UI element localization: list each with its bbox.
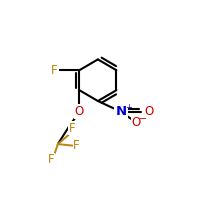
Text: O: O <box>144 105 153 118</box>
Text: F: F <box>51 64 58 77</box>
Text: +: + <box>125 103 132 112</box>
Text: F: F <box>69 122 75 135</box>
Text: −: − <box>139 114 147 124</box>
Text: N: N <box>115 105 127 118</box>
Text: O: O <box>132 116 141 129</box>
Text: F: F <box>73 139 80 152</box>
Text: O: O <box>75 105 84 118</box>
Text: F: F <box>48 153 55 166</box>
